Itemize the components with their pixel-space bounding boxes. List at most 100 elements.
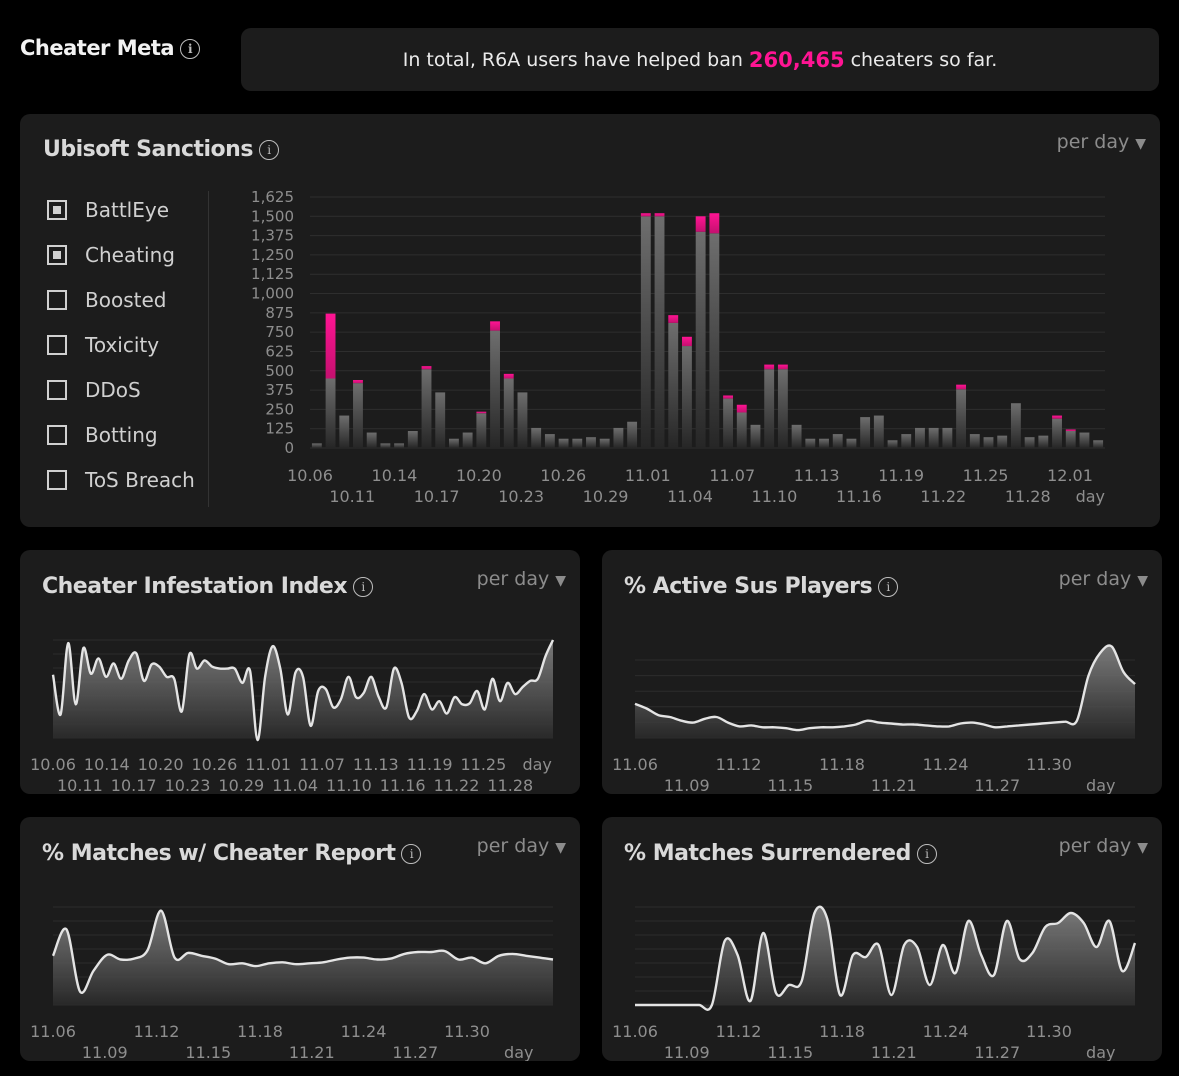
info-icon[interactable]: i <box>180 39 201 59</box>
bar-cheating[interactable] <box>1052 415 1062 419</box>
bar-battleye[interactable] <box>695 231 706 448</box>
legend-checkbox[interactable] <box>47 470 67 490</box>
series-line[interactable] <box>51 909 554 995</box>
bar-battleye[interactable] <box>353 383 363 448</box>
bar-cheating[interactable] <box>736 404 747 413</box>
legend-item-cheating[interactable]: Cheating <box>47 242 175 268</box>
bar-battleye[interactable] <box>490 330 500 448</box>
bar-battleye[interactable] <box>1093 440 1104 448</box>
bar-battleye[interactable] <box>531 427 542 448</box>
bar-battleye[interactable] <box>846 438 857 448</box>
bar-battleye[interactable] <box>325 378 336 448</box>
legend-checkbox[interactable] <box>47 200 67 220</box>
bar-battleye[interactable] <box>572 438 583 448</box>
bar-cheating[interactable] <box>640 213 651 217</box>
bar-cheating[interactable] <box>682 336 692 347</box>
info-icon[interactable]: i <box>258 140 279 160</box>
bar-battleye[interactable] <box>544 434 555 448</box>
bar-battleye[interactable] <box>860 417 871 448</box>
bar-cheating[interactable] <box>325 313 336 379</box>
bar-battleye[interactable] <box>1024 437 1035 448</box>
bar-battleye[interactable] <box>969 434 980 448</box>
info-icon[interactable]: i <box>353 577 374 597</box>
bar-battleye[interactable] <box>1079 432 1090 448</box>
bar-cheating[interactable] <box>353 380 363 384</box>
legend-item-ddos[interactable]: DDoS <box>47 377 141 403</box>
sus-period-dropdown[interactable]: per day ▼ <box>1059 568 1148 590</box>
bar-cheating[interactable] <box>490 321 500 331</box>
bar-battleye[interactable] <box>928 427 939 448</box>
bar-battleye[interactable] <box>380 443 391 448</box>
bar-battleye[interactable] <box>627 421 638 448</box>
bar-cheating[interactable] <box>668 315 679 323</box>
bar-battleye[interactable] <box>407 431 418 448</box>
series-line[interactable] <box>635 905 1137 1011</box>
bar-battleye[interactable] <box>558 438 569 448</box>
bar-battleye[interactable] <box>736 412 747 448</box>
bar-battleye[interactable] <box>421 369 432 448</box>
legend-checkbox[interactable] <box>47 290 67 310</box>
bar-battleye[interactable] <box>983 437 994 448</box>
legend-checkbox[interactable] <box>47 380 67 400</box>
bar-battleye[interactable] <box>394 443 405 448</box>
bar-battleye[interactable] <box>586 437 596 448</box>
bar-battleye[interactable] <box>311 443 322 448</box>
bar-battleye[interactable] <box>668 322 679 448</box>
bar-cheating[interactable] <box>1065 429 1076 432</box>
bar-battleye[interactable] <box>805 438 816 448</box>
info-icon[interactable]: i <box>878 577 899 597</box>
bar-battleye[interactable] <box>517 392 528 448</box>
report-period-dropdown[interactable]: per day ▼ <box>477 835 566 857</box>
bar-battleye[interactable] <box>1065 431 1076 448</box>
bar-battleye[interactable] <box>654 216 665 448</box>
bar-cheating[interactable] <box>421 366 432 370</box>
legend-checkbox[interactable] <box>47 425 67 445</box>
bar-cheating[interactable] <box>777 364 788 370</box>
bar-battleye[interactable] <box>1052 418 1062 448</box>
bar-battleye[interactable] <box>682 346 692 448</box>
bar-battleye[interactable] <box>942 427 953 448</box>
legend-item-battleye[interactable]: BattlEye <box>47 197 169 223</box>
series-line[interactable] <box>634 644 1136 732</box>
bar-battleye[interactable] <box>777 369 788 448</box>
bar-cheating[interactable] <box>695 216 706 232</box>
bar-battleye[interactable] <box>887 440 898 448</box>
bar-battleye[interactable] <box>709 233 720 448</box>
legend-checkbox[interactable] <box>47 335 67 355</box>
legend-checkbox[interactable] <box>47 245 67 265</box>
infestation-period-dropdown[interactable]: per day ▼ <box>477 568 566 590</box>
bar-cheating[interactable] <box>476 411 487 414</box>
info-icon[interactable]: i <box>401 844 422 864</box>
bar-battleye[interactable] <box>791 424 802 448</box>
bar-battleye[interactable] <box>448 438 459 448</box>
bar-cheating[interactable] <box>654 213 665 217</box>
bar-cheating[interactable] <box>723 395 733 399</box>
bar-battleye[interactable] <box>901 434 912 448</box>
bar-cheating[interactable] <box>709 213 720 234</box>
bar-battleye[interactable] <box>832 434 843 448</box>
bar-battleye[interactable] <box>366 432 377 448</box>
bar-battleye[interactable] <box>339 415 350 448</box>
bar-battleye[interactable] <box>997 435 1008 448</box>
bar-battleye[interactable] <box>640 216 651 448</box>
bar-battleye[interactable] <box>723 398 733 448</box>
legend-item-boosted[interactable]: Boosted <box>47 287 166 313</box>
bar-battleye[interactable] <box>873 415 884 448</box>
bar-battleye[interactable] <box>750 424 761 448</box>
legend-item-toxicity[interactable]: Toxicity <box>47 332 159 358</box>
surrender-period-dropdown[interactable]: per day ▼ <box>1059 835 1148 857</box>
bar-battleye[interactable] <box>503 378 514 448</box>
bar-cheating[interactable] <box>956 384 967 390</box>
bar-battleye[interactable] <box>764 369 775 448</box>
bar-battleye[interactable] <box>599 438 610 448</box>
bar-cheating[interactable] <box>503 373 514 379</box>
bar-battleye[interactable] <box>613 427 624 448</box>
legend-item-tos-breach[interactable]: ToS Breach <box>47 467 195 493</box>
bar-cheating[interactable] <box>764 364 775 370</box>
bar-battleye[interactable] <box>476 413 487 448</box>
bar-battleye[interactable] <box>435 392 446 448</box>
bar-battleye[interactable] <box>1010 403 1021 448</box>
bar-battleye[interactable] <box>915 427 925 448</box>
sanctions-period-dropdown[interactable]: per day ▼ <box>1057 131 1146 153</box>
bar-battleye[interactable] <box>1038 435 1049 448</box>
